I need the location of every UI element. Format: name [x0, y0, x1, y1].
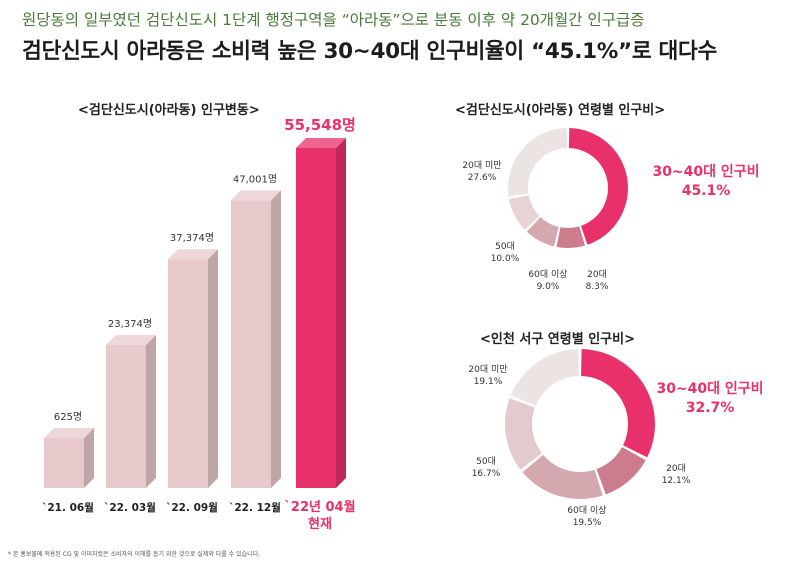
donut-slice-60대 이상 — [522, 454, 603, 499]
donut-slice-20대 — [596, 447, 646, 495]
donut-main-name: 30~40대 인구비 — [652, 163, 759, 180]
donut-slice-value: 19.5% — [573, 518, 602, 528]
donut-slice-30~40대 인구비 — [581, 349, 655, 458]
bar-top — [296, 138, 346, 148]
donut-main-name: 30~40대 인구비 — [656, 380, 763, 397]
donut-slice-value: 19.1% — [474, 377, 503, 387]
footnote: * 본 홍보물에 적용된 CG 및 이미지컷은 소비자의 이해를 돕기 위한 것… — [8, 551, 261, 558]
bar-2 — [168, 249, 218, 488]
bar-front — [106, 344, 146, 488]
donut-slice-value: 8.3% — [586, 282, 609, 292]
donut-slice-60대 이상 — [526, 217, 559, 247]
bar-side — [336, 138, 346, 488]
bar-category-label: `21. 06월 — [42, 501, 94, 514]
bar-front — [168, 259, 208, 488]
donut-slice-20대 미만 — [508, 128, 568, 197]
bar-front — [44, 438, 84, 488]
bar-side — [84, 428, 94, 488]
headline: 검단신도시 아라동은 소비력 높은 30~40대 인구비율이 “45.1%”로 … — [22, 39, 717, 64]
bar-1 — [106, 334, 156, 488]
bar-value-label: 37,374명 — [170, 232, 214, 244]
donut-slice-name: 60대 이상 — [567, 505, 606, 516]
bar-chart-title: <검단신도시(아라동) 인구변동> — [78, 103, 260, 118]
bar-category-label: 현재 — [308, 516, 332, 532]
bar-category-label: `22. 12월 — [229, 501, 281, 514]
bar-front — [231, 200, 271, 488]
bar-3 — [231, 190, 281, 488]
bar-side — [271, 190, 281, 488]
bar-value-label: 55,548명 — [284, 116, 356, 134]
donut-slice-50대 — [509, 195, 540, 230]
bar-front — [296, 148, 336, 488]
bar-top — [44, 428, 94, 438]
bar-value-label: 23,374명 — [108, 318, 152, 330]
donut-slice-50대 — [505, 398, 542, 470]
bar-top — [231, 190, 281, 201]
donut-slice-name: 50대 — [476, 456, 496, 467]
donut-slice-20대 — [556, 226, 585, 249]
bar-top — [106, 334, 156, 345]
bar-category-label: `22. 03월 — [104, 501, 156, 514]
bar-top — [168, 249, 218, 260]
bar-side — [146, 334, 156, 488]
bar-value-label: 47,001명 — [233, 173, 277, 185]
donut-slice-value: 16.7% — [472, 469, 501, 479]
subtitle: 원당동의 일부였던 검단신도시 1단계 행정구역을 “아라동”으로 분동 이후 … — [22, 11, 645, 29]
bar-value-label: 625명 — [54, 411, 82, 423]
donut-slice-name: 50대 — [495, 241, 515, 252]
bar-0 — [44, 428, 94, 488]
donut-slice-30~40대 인구비 — [568, 128, 628, 245]
donut-slice-name: 20대 — [587, 269, 607, 280]
bar-category-label: `22년 04월 — [284, 499, 355, 515]
donut-slice-20대 미만 — [510, 349, 579, 406]
donut-slice-value: 27.6% — [468, 173, 497, 183]
donut-slice-name: 20대 — [666, 463, 686, 474]
donut-seogu-title: <인천 서구 연령별 인구비> — [480, 332, 635, 347]
bar-category-label: `22. 09월 — [166, 501, 218, 514]
donut-main-value: 32.7% — [686, 400, 735, 416]
donut-slice-value: 9.0% — [537, 282, 560, 292]
bar-4 — [296, 138, 346, 488]
donut-slice-name: 20대 미만 — [468, 364, 507, 375]
donut-arado-title: <검단신도시(아라동) 연령별 인구비> — [455, 103, 666, 118]
donut-slice-name: 20대 미만 — [462, 160, 501, 171]
donut-slice-name: 60대 이상 — [528, 269, 567, 280]
bar-side — [208, 249, 218, 488]
donut-slice-value: 10.0% — [491, 254, 520, 264]
donut-slice-value: 12.1% — [662, 476, 691, 486]
donut-main-value: 45.1% — [682, 183, 731, 199]
